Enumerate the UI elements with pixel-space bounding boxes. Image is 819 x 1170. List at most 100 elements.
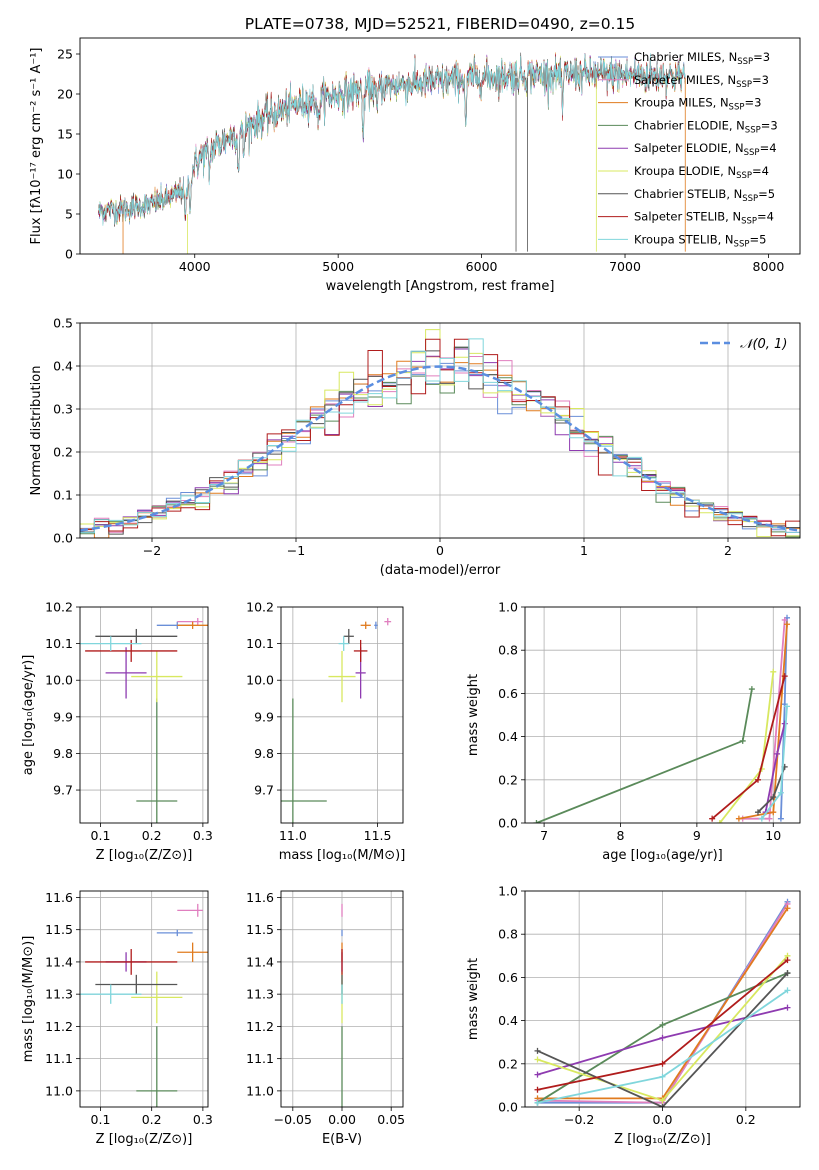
age-vs-mass-point-6 bbox=[343, 628, 354, 644]
weight-vs-Z-ytick-label: 0.8 bbox=[498, 927, 518, 942]
age-vs-mass-ytick-label: 10.0 bbox=[246, 673, 274, 688]
age-vs-Z-point-4 bbox=[105, 647, 147, 699]
weight-vs-Z-xtick-label: 0.0 bbox=[653, 1112, 673, 1127]
weight-vs-age-ytick-label: 0.6 bbox=[498, 686, 518, 701]
weight-vs-age-marker bbox=[716, 820, 723, 823]
mass-vs-Z-ytick-label: 11.3 bbox=[45, 987, 73, 1002]
age-vs-mass-plot-area bbox=[281, 617, 392, 823]
normal-curve bbox=[80, 365, 800, 532]
mass-vs-Z-xtick-label: 0.3 bbox=[193, 1112, 213, 1127]
age-vs-Z-ytick-label: 10.1 bbox=[45, 636, 73, 651]
mass-vs-Z-ytick-label: 11.6 bbox=[45, 890, 73, 905]
weight-vs-age-marker bbox=[770, 668, 777, 675]
age-vs-Z-plot-area bbox=[80, 617, 208, 823]
weight-vs-age-ytick-label: 0.8 bbox=[498, 643, 518, 658]
age-vs-Z-point-1 bbox=[177, 617, 203, 626]
residuals-ytick-label: 0.5 bbox=[53, 316, 73, 331]
spectrum-plot-area bbox=[98, 52, 686, 254]
weight-vs-age-marker bbox=[766, 815, 773, 822]
mass-vs-EBV-ytick-label: 11.6 bbox=[246, 890, 274, 905]
spectrum-series-0 bbox=[98, 54, 686, 226]
age-vs-mass-point-1 bbox=[384, 617, 392, 626]
age-vs-Z-point-3 bbox=[136, 698, 178, 823]
weight-vs-Z-marker bbox=[534, 1047, 541, 1054]
age-vs-Z-ytick-label: 9.8 bbox=[53, 746, 73, 761]
spectrum-xtick-label: 7000 bbox=[609, 259, 641, 274]
spectrum-series-6 bbox=[98, 52, 686, 227]
mass-vs-Z-ytick-label: 11.0 bbox=[45, 1083, 73, 1098]
weight-vs-Z-ylabel: mass weight bbox=[466, 958, 481, 1040]
mass-vs-EBV-xtick-label: 0.05 bbox=[377, 1112, 405, 1127]
weight-vs-Z-ytick-label: 0.4 bbox=[498, 1013, 518, 1028]
weight-vs-Z-marker bbox=[534, 1071, 541, 1078]
weight-vs-Z-marker bbox=[534, 1099, 541, 1106]
age-vs-mass-point-2 bbox=[360, 621, 371, 629]
mass-vs-Z-point-5 bbox=[131, 971, 183, 1024]
age-vs-mass-point-8 bbox=[338, 636, 349, 651]
age-vs-Z-ytick-label: 9.9 bbox=[53, 709, 73, 724]
mass-vs-Z-point-0 bbox=[156, 929, 193, 937]
weight-vs-Z-marker bbox=[659, 1104, 666, 1107]
weight-vs-age-marker bbox=[770, 809, 777, 816]
residuals-plot-area bbox=[80, 329, 800, 538]
residuals-ylabel: Normed distribution bbox=[29, 366, 44, 496]
spectrum-ytick-label: 0 bbox=[65, 247, 73, 262]
weight-vs-age-ytick-label: 0.0 bbox=[498, 816, 518, 831]
weight-vs-Z-marker bbox=[659, 1060, 666, 1067]
spectrum-series-3 bbox=[98, 53, 686, 226]
weight-vs-age-marker bbox=[533, 820, 540, 823]
weight-vs-age-marker bbox=[709, 815, 716, 822]
spectrum-series-8 bbox=[98, 53, 686, 226]
residuals-frame bbox=[79, 322, 801, 539]
age-vs-Z-ytick-label: 9.7 bbox=[53, 783, 73, 798]
spectrum-ytick-label: 20 bbox=[57, 87, 73, 102]
residuals-ytick-label: 0.4 bbox=[53, 359, 73, 374]
weight-vs-age-marker bbox=[777, 789, 784, 796]
age-vs-mass-axes: 11.0 11.5 9.7 9.8 9.9 10.0 10.1 10.2 mass [log₁₀… bbox=[246, 600, 406, 864]
weight-vs-Z-frame bbox=[524, 890, 801, 1108]
age-vs-mass-xlabel: mass [log₁₀(M/M⊙)] bbox=[279, 848, 406, 863]
weight-vs-Z-xlabel: Z [log₁₀(Z/Z⊙)] bbox=[614, 1132, 711, 1147]
weight-vs-age-ylabel: mass weight bbox=[466, 674, 481, 756]
age-vs-mass-xtick-label: 11.0 bbox=[279, 828, 307, 843]
weight-vs-age-series-3 bbox=[536, 688, 753, 823]
age-vs-Z-point-6 bbox=[95, 628, 178, 644]
mass-vs-Z-ytick-label: 11.1 bbox=[45, 1051, 73, 1066]
mass-vs-Z-point-2 bbox=[177, 942, 208, 962]
weight-vs-age-frame bbox=[524, 606, 801, 824]
age-vs-Z-xtick-label: 0.3 bbox=[193, 828, 213, 843]
weight-vs-age-axes: 7 8 9 10 0.0 0.2 0.4 0.6 0.8 1.0 age [log₁₀(age/yr… bbox=[466, 600, 801, 863]
mass-vs-EBV-ytick-label: 11.0 bbox=[246, 1083, 274, 1098]
residuals-ytick-label: 0.0 bbox=[53, 531, 73, 546]
weight-vs-age-marker bbox=[781, 673, 788, 680]
spectrum-ytick-label: 15 bbox=[57, 127, 73, 142]
mass-vs-Z-frame bbox=[79, 890, 209, 1108]
legend-label: Chabrier STELIB, NSSP=5 bbox=[634, 187, 775, 204]
weight-vs-Z-marker bbox=[659, 1073, 666, 1080]
mass-vs-Z-point-6 bbox=[95, 974, 178, 995]
age-vs-mass-point-3 bbox=[281, 698, 327, 823]
weight-vs-age-marker bbox=[758, 815, 765, 822]
weight-vs-age-xtick-label: 8 bbox=[617, 828, 625, 843]
legend-label: Salpeter MILES, NSSP=3 bbox=[634, 73, 769, 90]
weight-vs-Z-ytick-label: 0.2 bbox=[498, 1056, 518, 1071]
mass-vs-EBV-ytick-label: 11.3 bbox=[246, 987, 274, 1002]
weight-vs-Z-marker bbox=[659, 1021, 666, 1028]
legend-label: Kroupa MILES, NSSP=3 bbox=[634, 96, 761, 113]
weight-vs-age-xtick-label: 9 bbox=[693, 828, 701, 843]
weight-vs-Z-marker bbox=[659, 1034, 666, 1041]
spectrum-ytick-label: 5 bbox=[65, 207, 73, 222]
age-vs-Z-frame bbox=[79, 606, 209, 824]
weight-vs-age-marker bbox=[777, 815, 784, 822]
weight-vs-Z-xtick-label: 0.2 bbox=[736, 1112, 756, 1127]
weight-vs-Z-ytick-label: 0.0 bbox=[498, 1100, 518, 1115]
spectrum-xtick-label: 6000 bbox=[466, 259, 498, 274]
weight-vs-age-marker bbox=[774, 750, 781, 757]
weight-vs-Z-plot-area bbox=[534, 898, 791, 1107]
weight-vs-age-plot-area bbox=[533, 614, 791, 823]
mass-vs-EBV-axes: −0.05 0.00 0.05 11.0 11.1 11.2 11.3 11.4 11.5 11.… bbox=[246, 890, 405, 1147]
weight-vs-age-marker bbox=[754, 809, 761, 816]
age-vs-Z-point-2 bbox=[177, 621, 208, 629]
mass-vs-Z-point-3 bbox=[136, 1026, 178, 1107]
mass-vs-Z-axes: 0.1 0.2 0.3 11.0 11.1 11.2 11.3 11.4 11.5 11.6 Z [… bbox=[21, 890, 213, 1147]
